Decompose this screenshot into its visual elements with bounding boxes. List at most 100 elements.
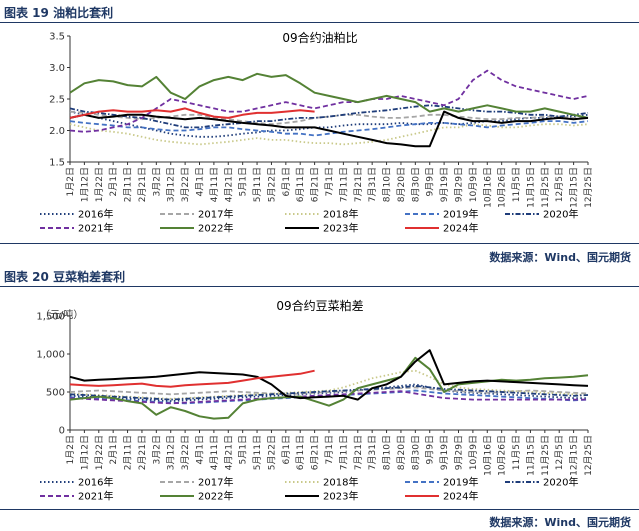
x-tick-label: 4月11日 (209, 435, 220, 470)
x-tick-label: 7月1日 (324, 435, 335, 464)
x-tick-label: 8月30日 (410, 167, 421, 202)
x-tick-label: 7月21日 (353, 167, 364, 202)
x-tick-label: 5月1日 (238, 435, 249, 464)
x-tick-label: 3月22日 (180, 167, 191, 202)
x-tick-label: 3月12日 (166, 435, 177, 470)
x-tick-label: 5月22日 (266, 167, 277, 202)
x-tick-label: 7月21日 (353, 435, 364, 470)
legend-label: 2021年 (78, 222, 113, 235)
divider (0, 286, 639, 287)
source-note: 数据来源：Wind、国元期货 (489, 516, 631, 529)
series-line-2024年 (69, 369, 315, 388)
chart-title: 09合约油粕比 (282, 30, 357, 45)
x-tick-label: 12月25日 (583, 167, 594, 208)
series-line-2023年 (69, 110, 589, 148)
y-tick-label: 3.5 (49, 32, 65, 43)
series-line-2021年 (69, 390, 588, 405)
x-tick-label: 4月21日 (223, 435, 234, 470)
series-line-2021年 (69, 69, 589, 133)
x-tick-label: 5月22日 (266, 435, 277, 470)
legend-label: 2024年 (443, 490, 478, 503)
series-line-2020年 (69, 385, 589, 401)
x-tick-label: 8月10日 (382, 167, 393, 202)
x-tick-label: 5月11日 (252, 435, 263, 470)
legend-label: 2023年 (323, 490, 358, 503)
y-tick-label: 0 (59, 426, 65, 437)
x-tick-label: 4月11日 (209, 167, 220, 202)
y-tick-label: 2.0 (49, 126, 65, 137)
x-tick-label: 1月12日 (79, 435, 90, 470)
x-tick-label: 3月2日 (151, 435, 162, 464)
divider (0, 22, 639, 23)
x-tick-label: 12月15日 (569, 167, 580, 208)
y-tick-label: 500 (46, 388, 65, 399)
x-tick-label: 8月10日 (382, 435, 393, 470)
x-tick-label: 9月19日 (439, 435, 450, 470)
figure-title-20: 图表 20 豆菜粕差套利 (4, 270, 126, 284)
series-line-2022年 (69, 72, 589, 119)
x-tick-label: 2月11日 (123, 435, 134, 470)
x-tick-label: 8月20日 (396, 167, 407, 202)
x-tick-label: 12月15日 (569, 435, 580, 476)
series-line-2023年 (69, 349, 589, 401)
x-tick-label: 11月5日 (511, 167, 522, 202)
x-tick-label: 10月16日 (482, 435, 493, 476)
x-tick-label: 9月29日 (454, 167, 465, 202)
x-tick-label: 7月31日 (367, 167, 378, 202)
x-tick-label: 3月2日 (151, 167, 162, 196)
legend-label: 2019年 (443, 208, 478, 221)
legend-label: 2016年 (78, 476, 113, 489)
x-tick-label: 10月16日 (482, 167, 493, 208)
x-tick-label: 9月29日 (454, 435, 465, 470)
y-tick-label: 1.5 (49, 158, 65, 169)
legend-label: 2016年 (78, 208, 113, 221)
legend-label: 2018年 (323, 476, 358, 489)
x-tick-label: 6月11日 (295, 167, 306, 202)
legend-label: 2020年 (543, 208, 578, 221)
x-tick-label: 12月25日 (583, 435, 594, 476)
series-line-2020年 (69, 104, 589, 129)
x-tick-label: 4月1日 (195, 435, 206, 464)
x-tick-label: 6月21日 (310, 167, 321, 202)
x-tick-label: 1月2日 (65, 435, 76, 464)
y-tick-label: 1,000 (36, 350, 65, 361)
x-tick-label: 12月5日 (554, 435, 565, 470)
chart-soy-rapeseed-meal-spread: 0 500 1,000 1,500（元/吨） 09合约豆菜粕差 1月2日 1月12日 1月22… (36, 298, 594, 503)
x-tick-label: 10月26日 (497, 435, 508, 476)
x-tick-label: 4月21日 (223, 167, 234, 202)
x-tick-label: 6月1日 (281, 167, 292, 196)
x-tick-label: 5月1日 (238, 167, 249, 196)
x-tick-label: 12月5日 (554, 167, 565, 202)
x-tick-label: 7月1日 (324, 167, 335, 196)
legend-label: 2020年 (543, 476, 578, 489)
x-tick-label: 11月25日 (540, 167, 551, 208)
x-tick-label: 6月1日 (281, 435, 292, 464)
x-tick-label: 10月26日 (497, 167, 508, 208)
series-line-2017年 (69, 110, 588, 126)
y-tick-label: 3.0 (49, 63, 65, 74)
divider (0, 509, 639, 510)
x-tick-label: 10月9日 (468, 435, 479, 470)
x-tick-label: 2月21日 (137, 435, 148, 470)
x-tick-label: 7月11日 (338, 167, 349, 202)
x-tick-label: 8月30日 (410, 435, 421, 470)
x-tick-label: 3月12日 (166, 167, 177, 202)
x-tick-label: 9月9日 (425, 435, 436, 464)
legend-label: 2017年 (198, 476, 233, 489)
legend-label: 2021年 (78, 490, 113, 503)
x-tick-label: 4月1日 (195, 167, 206, 196)
series-line-2018年 (69, 123, 589, 146)
x-tick-label: 2月1日 (108, 435, 119, 464)
legend-label: 2017年 (198, 208, 233, 221)
series-line-2024年 (69, 107, 315, 119)
series-line-2019年 (69, 120, 589, 137)
y-tick-label: 2.5 (49, 95, 65, 106)
x-tick-label: 1月22日 (94, 167, 105, 202)
figure-title-19: 图表 19 油粕比套利 (4, 6, 114, 20)
x-tick-label: 6月21日 (310, 435, 321, 470)
source-note: 数据来源：Wind、国元期货 (489, 251, 631, 264)
x-tick-label: 6月11日 (295, 435, 306, 470)
series-line-2022年 (69, 356, 589, 420)
legend-label: 2019年 (443, 476, 478, 489)
chart-oil-meal-ratio: 1.5 2.0 2.5 3.0 3.5 09合约油粕比 1月2日 1月12日 1月22日 2月1日… (40, 30, 594, 235)
